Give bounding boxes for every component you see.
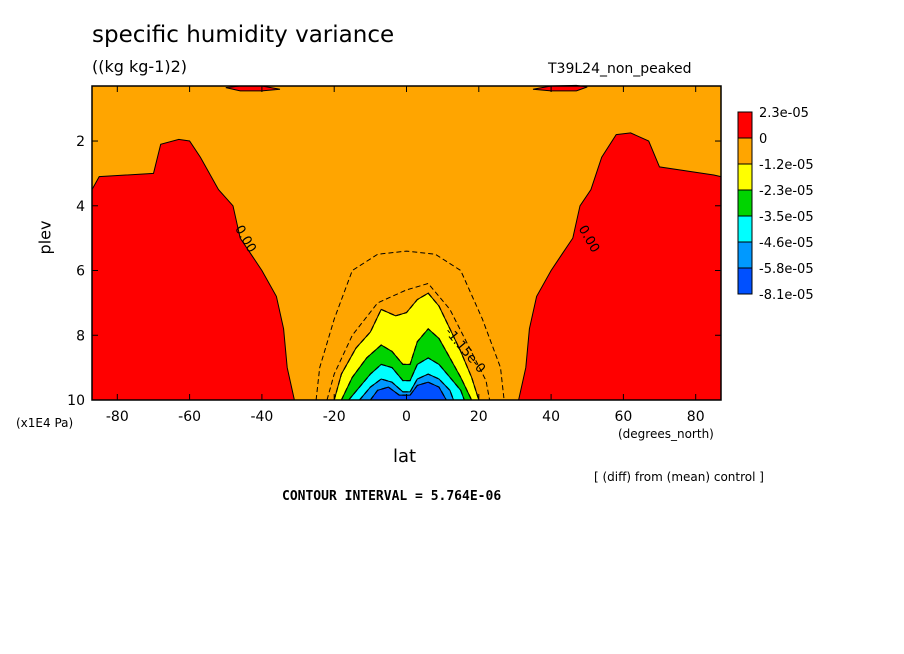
x-tick-label: 20 xyxy=(470,409,488,425)
legend-label: 0 xyxy=(759,132,767,147)
x-unit-label: (degrees_north) xyxy=(618,427,714,441)
chart-units: ((kg kg-1)2) xyxy=(92,57,188,76)
negative-band-cyan-outline xyxy=(348,357,465,401)
x-tick-label: -80 xyxy=(106,409,129,425)
legend-swatch xyxy=(737,267,753,295)
legend-swatch xyxy=(737,215,753,243)
y-tick-label: 6 xyxy=(76,264,85,280)
x-tick-label: -20 xyxy=(323,409,346,425)
legend-label: -1.2e-05 xyxy=(759,158,814,173)
y-unit-label: (x1E4 Pa) xyxy=(16,416,74,430)
legend-label: -2.3e-05 xyxy=(759,184,814,199)
positive-region-south xyxy=(91,138,296,401)
ticks-layer: -80 -60 -40 -20 0 20 40 60 80 2 4 6 8 10 xyxy=(67,86,721,425)
contour-interval: CONTOUR INTERVAL = 5.764E-06 xyxy=(282,489,502,504)
regions-layer xyxy=(91,84,722,401)
y-axis-label: plev xyxy=(35,220,55,255)
diff-note: [ (diff) from (mean) control ] xyxy=(594,470,764,484)
x-tick-label: 40 xyxy=(542,409,560,425)
legend-label: -4.6e-05 xyxy=(759,236,814,251)
y-tick-label: 4 xyxy=(76,199,85,215)
legend-swatch xyxy=(737,189,753,217)
x-tick-label: 0 xyxy=(402,409,411,425)
contours-layer xyxy=(315,250,505,401)
y-tick-label: 10 xyxy=(67,393,85,409)
legend-swatch xyxy=(737,241,753,269)
legend-swatch xyxy=(737,163,753,191)
legend-swatch xyxy=(737,137,753,165)
y-tick-label: 8 xyxy=(76,328,85,344)
x-tick-label: -40 xyxy=(250,409,273,425)
negative-band-yellow-outline xyxy=(333,292,480,401)
legend-label: -3.5e-05 xyxy=(759,210,814,225)
positive-region-north xyxy=(517,132,722,401)
contour-outer-dashed xyxy=(315,250,505,401)
run-label: T39L24_non_peaked xyxy=(548,61,692,77)
legend-label: 2.3e-05 xyxy=(759,106,809,121)
x-tick-label: -60 xyxy=(178,409,201,425)
y-tick-label: 2 xyxy=(76,134,85,150)
negative-band-green-outline xyxy=(340,327,473,401)
x-tick-label: 80 xyxy=(687,409,705,425)
legend-label: -5.8e-05 xyxy=(759,262,814,277)
contour-mid-dashed xyxy=(326,282,491,401)
x-tick-label: 60 xyxy=(614,409,632,425)
negative-band-lightblue-outline xyxy=(359,373,455,401)
x-axis-label: lat xyxy=(393,446,417,467)
legend-swatch xyxy=(737,111,753,139)
chart-title: specific humidity variance xyxy=(92,22,395,48)
legend-label: -8.1e-05 xyxy=(759,288,814,303)
legend: 2.3e-05 0 -1.2e-05 -2.3e-05 -3.5e-05 -4.6e-05… xyxy=(737,106,814,303)
